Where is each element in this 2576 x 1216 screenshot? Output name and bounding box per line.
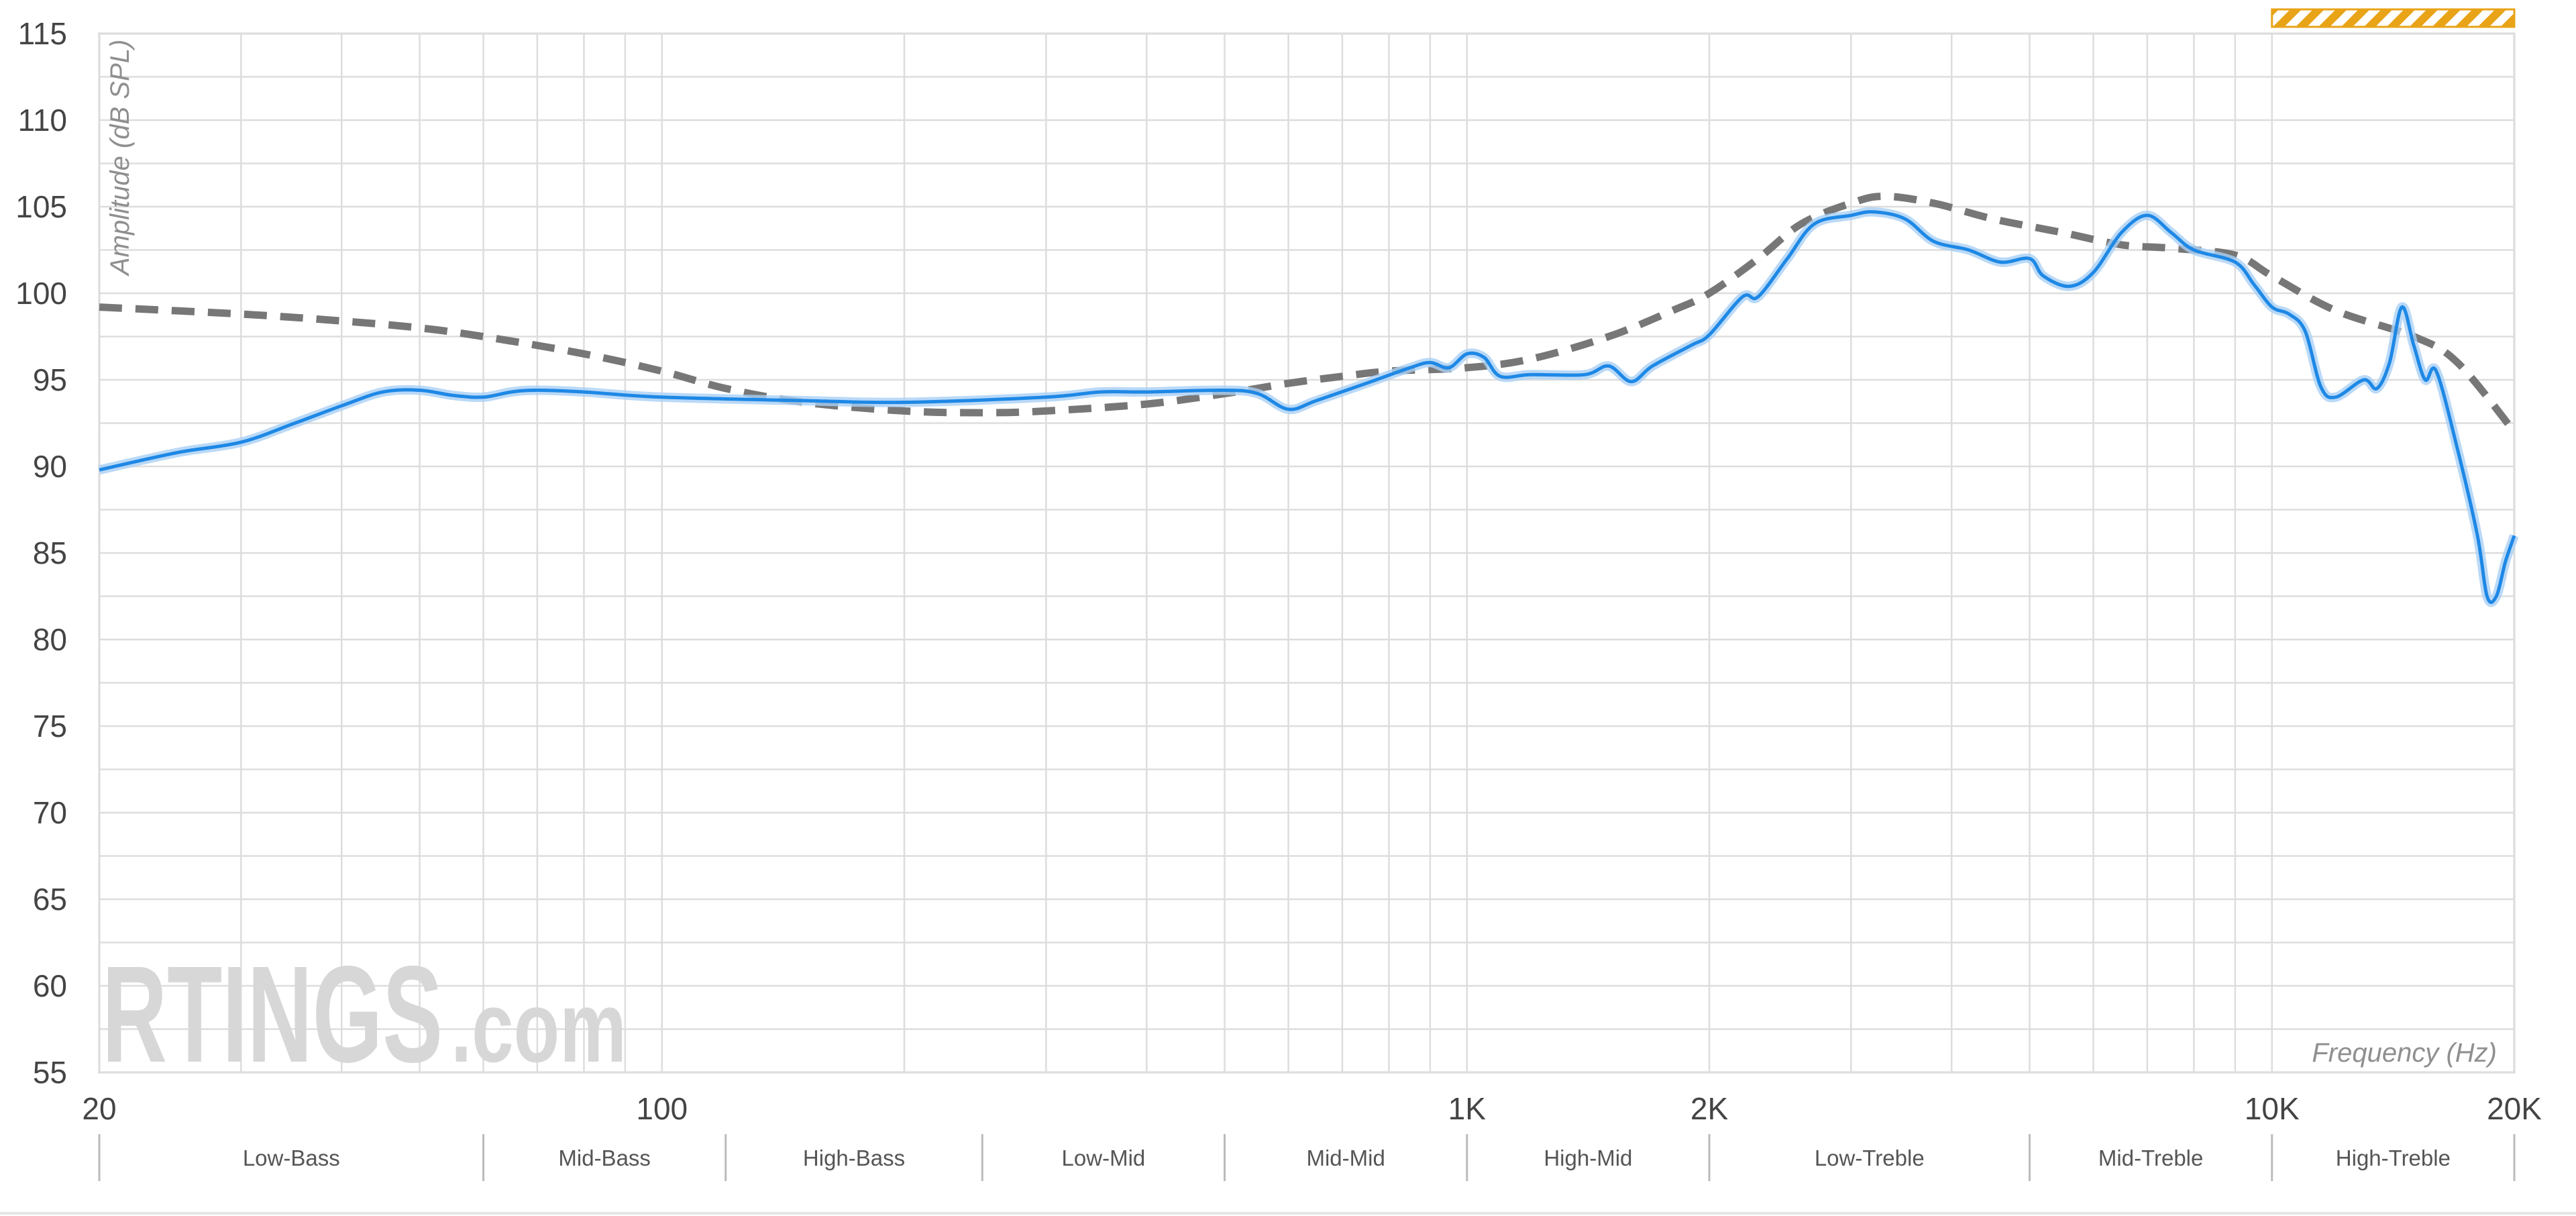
y-tick-label: 80	[33, 622, 67, 657]
y-tick-label: 90	[33, 449, 67, 484]
highlight-range	[2271, 8, 2516, 28]
grid	[98, 32, 2516, 1074]
band-label: Low-Treble	[1815, 1146, 1925, 1170]
x-tick-label: 100	[636, 1091, 688, 1126]
y-axis-ticks: 55 60 65 70 75 80 85 90 95 100 105 110 115	[15, 16, 67, 1090]
y-tick-label: 75	[33, 709, 67, 744]
x-axis-label: Frequency (Hz)	[2312, 1038, 2497, 1068]
y-tick-label: 55	[33, 1055, 67, 1090]
y-tick-label: 60	[33, 968, 67, 1003]
x-tick-label: 10K	[2245, 1091, 2300, 1126]
band-label: High-Treble	[2336, 1146, 2451, 1170]
band-label: High-Bass	[803, 1146, 905, 1170]
y-axis-label: Amplitude (dB SPL)	[105, 40, 135, 276]
x-tick-label: 2K	[1690, 1091, 1729, 1126]
band-label: Mid-Treble	[2098, 1146, 2203, 1170]
rtings-logo-watermark: RTINGS .com	[102, 938, 627, 1091]
x-axis-ticks: 20 100 1K 2K 10K 20K	[82, 1091, 2542, 1126]
frequency-bands: Low-Bass Mid-Bass High-Bass Low-Mid Mid-Mid H…	[0, 1134, 2576, 1215]
band-label: High-Mid	[1544, 1146, 1632, 1170]
y-tick-label: 105	[15, 189, 67, 224]
band-label: Low-Mid	[1062, 1146, 1146, 1170]
series	[98, 192, 2519, 607]
y-tick-label: 100	[15, 276, 67, 311]
y-tick-label: 85	[33, 536, 67, 570]
target-curve-line	[99, 192, 2518, 434]
highlight-range-bar	[2271, 8, 2516, 28]
y-tick-label: 115	[18, 16, 67, 51]
svg-text:RTINGS: RTINGS	[102, 938, 443, 1091]
x-tick-label: 1K	[1448, 1091, 1487, 1126]
measured-curve-line	[99, 210, 2516, 604]
measured-curve-halo	[98, 207, 2519, 607]
svg-text:.com: .com	[451, 970, 627, 1083]
y-tick-label: 95	[33, 362, 67, 397]
y-tick-label: 65	[33, 882, 67, 917]
y-tick-label: 70	[33, 795, 67, 830]
band-label: Low-Bass	[243, 1146, 340, 1170]
x-tick-label: 20	[82, 1091, 116, 1126]
y-tick-label: 110	[18, 103, 67, 138]
band-label: Mid-Mid	[1306, 1146, 1385, 1170]
x-tick-label: 20K	[2487, 1091, 2542, 1126]
band-label: Mid-Bass	[558, 1146, 651, 1170]
